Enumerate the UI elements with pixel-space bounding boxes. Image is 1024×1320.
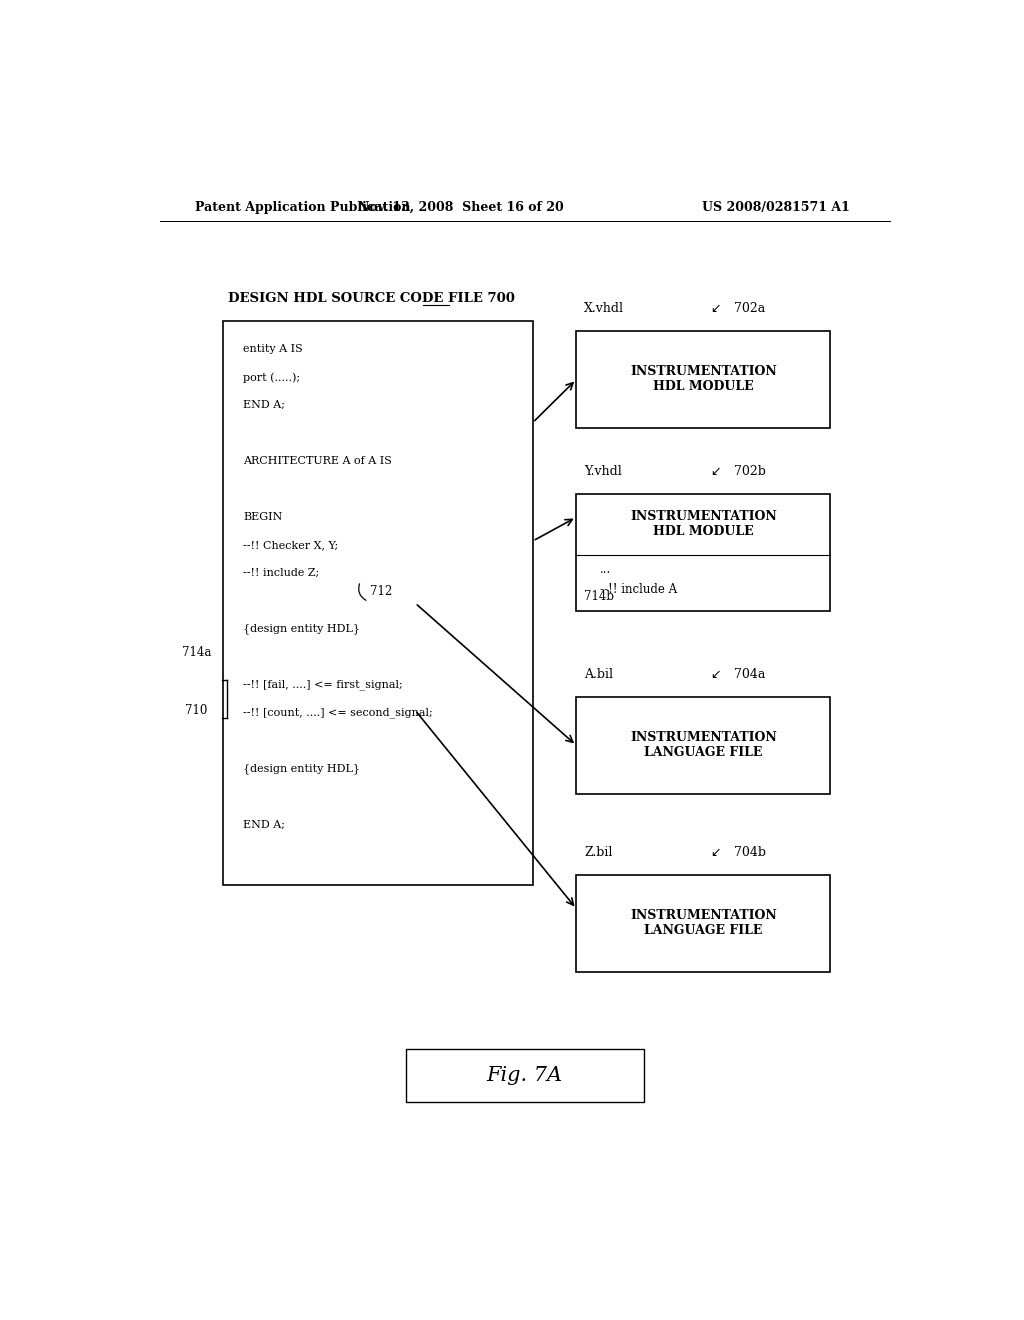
- Text: --!! [count, ....] <= second_signal;: --!! [count, ....] <= second_signal;: [243, 708, 433, 718]
- Text: Y.vhdl: Y.vhdl: [585, 465, 622, 478]
- Text: 710: 710: [185, 704, 207, 717]
- Text: $\swarrow$: $\swarrow$: [709, 302, 722, 315]
- Text: port (.....);: port (.....);: [243, 372, 300, 383]
- Bar: [577, 331, 830, 428]
- Text: Fig. 7A: Fig. 7A: [486, 1065, 563, 1085]
- Text: --!! include A: --!! include A: [600, 583, 677, 597]
- Text: $\swarrow$: $\swarrow$: [709, 668, 722, 681]
- Text: --!! include Z;: --!! include Z;: [243, 568, 319, 578]
- Text: 702b: 702b: [734, 465, 766, 478]
- Text: {design entity HDL}: {design entity HDL}: [243, 763, 360, 774]
- Text: {design entity HDL}: {design entity HDL}: [243, 623, 360, 635]
- Text: Nov. 13, 2008  Sheet 16 of 20: Nov. 13, 2008 Sheet 16 of 20: [358, 201, 564, 214]
- Text: $\swarrow$: $\swarrow$: [709, 465, 722, 478]
- Text: BEGIN: BEGIN: [243, 512, 283, 523]
- Text: 714a: 714a: [182, 645, 211, 659]
- Text: INSTRUMENTATION
HDL MODULE: INSTRUMENTATION HDL MODULE: [630, 511, 777, 539]
- Text: DESIGN HDL SOURCE CODE FILE 700: DESIGN HDL SOURCE CODE FILE 700: [228, 292, 515, 305]
- Text: entity A IS: entity A IS: [243, 345, 303, 355]
- Text: 702a: 702a: [734, 302, 765, 315]
- Bar: [577, 875, 830, 972]
- Text: Z.bil: Z.bil: [585, 846, 612, 859]
- Text: 704b: 704b: [734, 846, 766, 859]
- Text: X.vhdl: X.vhdl: [585, 302, 625, 315]
- Text: ...: ...: [600, 562, 611, 576]
- Text: ARCHITECTURE A of A IS: ARCHITECTURE A of A IS: [243, 457, 392, 466]
- Text: $\swarrow$: $\swarrow$: [709, 846, 722, 859]
- Text: 712: 712: [370, 585, 392, 598]
- Text: --!! Checker X, Y;: --!! Checker X, Y;: [243, 540, 338, 550]
- Bar: [223, 321, 532, 886]
- Bar: [577, 494, 830, 611]
- Text: 704a: 704a: [734, 668, 765, 681]
- Text: 714b: 714b: [585, 590, 614, 603]
- Text: INSTRUMENTATION
LANGUAGE FILE: INSTRUMENTATION LANGUAGE FILE: [630, 731, 777, 759]
- Text: INSTRUMENTATION
LANGUAGE FILE: INSTRUMENTATION LANGUAGE FILE: [630, 909, 777, 937]
- Bar: [577, 697, 830, 793]
- Text: END A;: END A;: [243, 400, 285, 411]
- Text: INSTRUMENTATION
HDL MODULE: INSTRUMENTATION HDL MODULE: [630, 366, 777, 393]
- Text: A.bil: A.bil: [585, 668, 613, 681]
- Text: US 2008/0281571 A1: US 2008/0281571 A1: [702, 201, 850, 214]
- Text: Patent Application Publication: Patent Application Publication: [196, 201, 411, 214]
- Bar: [406, 1049, 644, 1102]
- Text: --!! [fail, ....] <= first_signal;: --!! [fail, ....] <= first_signal;: [243, 680, 402, 690]
- Text: END A;: END A;: [243, 820, 285, 830]
